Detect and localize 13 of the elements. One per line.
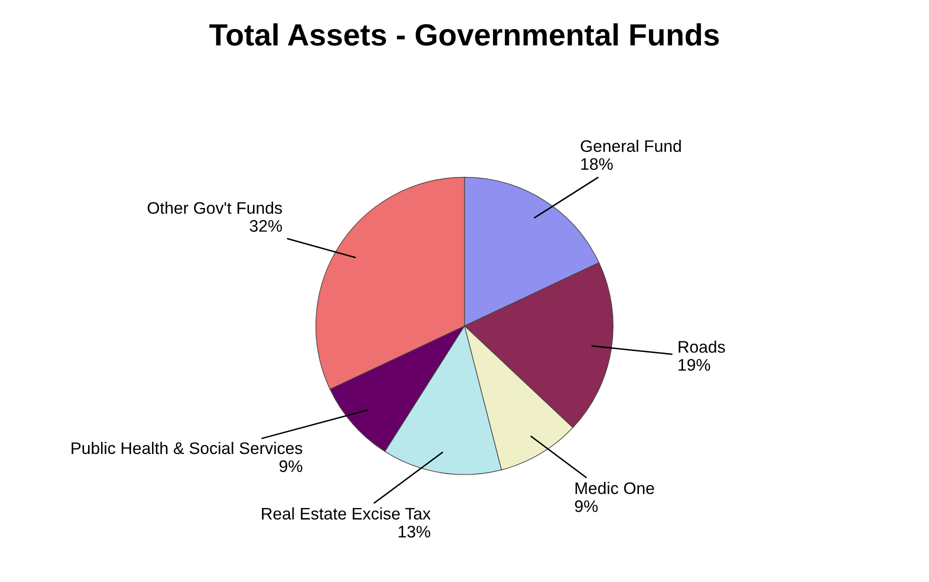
slice-label: Medic One (576, 482, 654, 494)
data-label: 32% (250, 220, 282, 232)
chart-title: Total Assets - Governmental Funds (209, 23, 719, 46)
slice-label: Roads (678, 340, 725, 353)
data-label: 13% (398, 526, 430, 538)
slice-label: Other Gov't Funds (148, 202, 282, 214)
slice-label: General Fund (580, 140, 681, 152)
slice-label: Real Estate Excise Tax (262, 507, 431, 520)
slice-label: Public Health & Social Services (72, 442, 302, 454)
data-label: 9% (280, 460, 302, 472)
data-label: 19% (678, 358, 710, 371)
data-label: 18% (581, 158, 613, 170)
data-label: 9% (574, 500, 598, 512)
